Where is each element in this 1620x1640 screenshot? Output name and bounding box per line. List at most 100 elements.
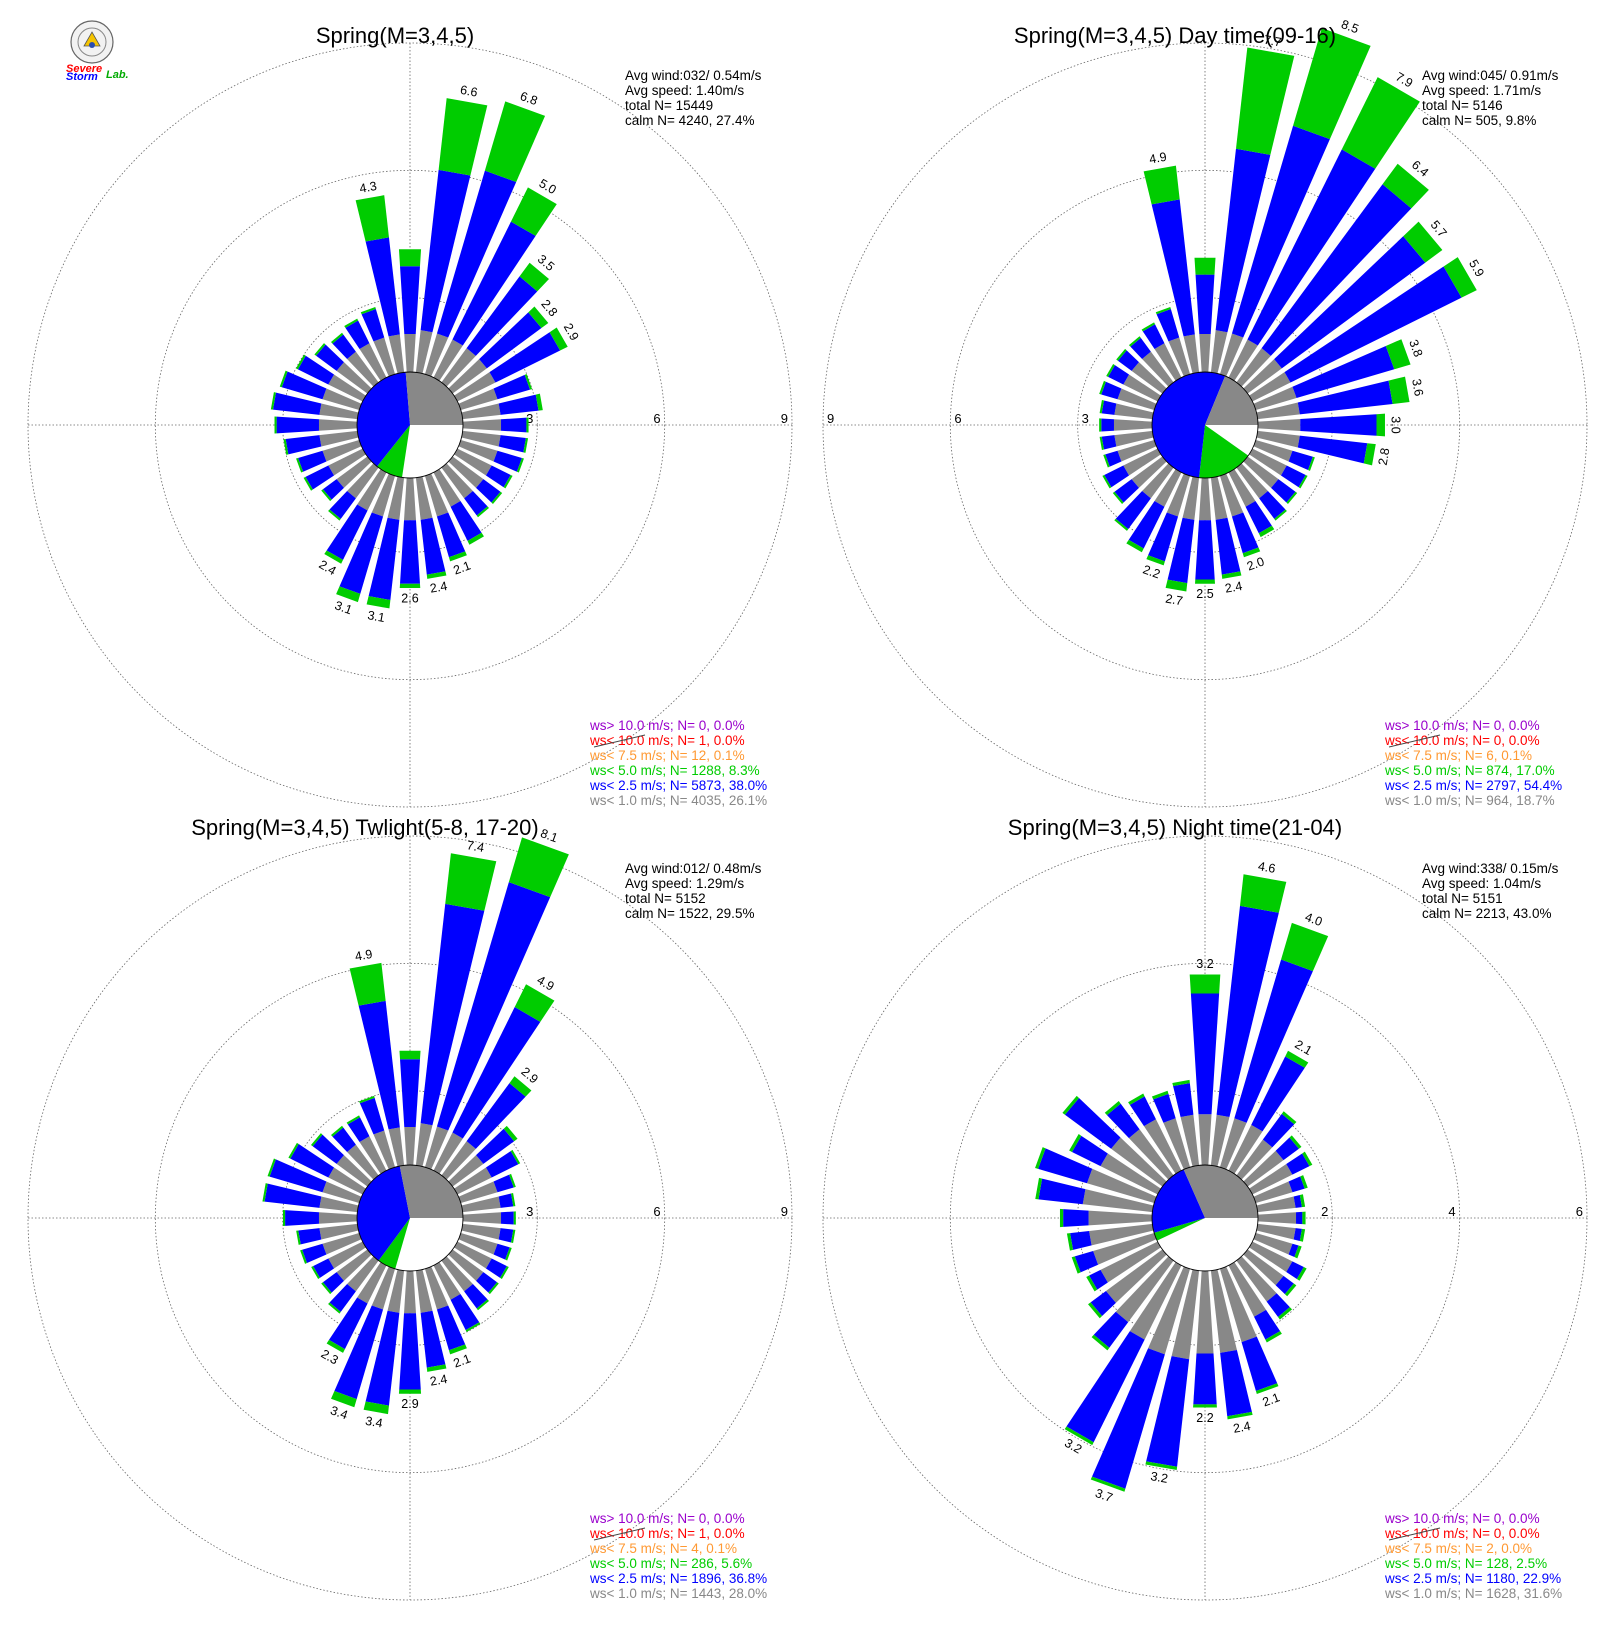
bar-segment-lt25 (276, 416, 319, 434)
direction-bar-160: 2.1 (424, 473, 473, 578)
bar-segment-lt25 (1261, 184, 1412, 356)
stats-line: calm N= 2213, 43.0% (1422, 906, 1551, 921)
bar-value-label: 3.4 (329, 1403, 350, 1422)
direction-bar-340 (1151, 1090, 1191, 1170)
bar-segment-lt1 (1105, 1249, 1167, 1303)
grid-ring (154, 962, 666, 1474)
bar-segment-lt5 (279, 370, 288, 388)
direction-bar-230 (321, 1249, 372, 1295)
direction-bar-290 (1035, 1147, 1157, 1204)
grid-ring (949, 169, 1461, 681)
bar-segment-lt5 (295, 354, 306, 370)
bar-value-label: 7.7 (1263, 33, 1283, 50)
direction-bar-130 (448, 456, 503, 504)
bar-segment-lt5 (509, 1076, 532, 1097)
direction-bar-190: 3.1 (366, 476, 405, 625)
direction-bar-280 (262, 1183, 359, 1213)
direction-bar-310 (1116, 348, 1167, 394)
bar-segment-lt25 (297, 355, 335, 385)
direction-bar-20: 6.8 (424, 89, 546, 377)
bar-segment-lt25 (1245, 500, 1272, 534)
direction-bar-10: 7.7 (1210, 33, 1295, 374)
bar-segment-lt1 (424, 333, 449, 377)
bar-segment-lt1 (461, 403, 501, 420)
bar-segment-lt25 (1274, 236, 1426, 369)
bar-segment-lt1 (1129, 1262, 1182, 1340)
bar-segment-lt5 (267, 1158, 276, 1177)
bar-segment-lt25 (466, 276, 538, 356)
bar-value-label: 8.1 (539, 826, 560, 845)
bar-segment-lt1 (1114, 403, 1154, 420)
bar-segment-lt5 (1235, 47, 1295, 155)
direction-bar-190: 3.2 (1145, 1269, 1200, 1486)
bar-value-label: 2.1 (451, 1351, 472, 1370)
bar-value-label: 4.3 (358, 179, 378, 196)
bar-segment-lt1 (404, 1126, 416, 1166)
bar-segment-lt25 (1038, 1178, 1086, 1205)
bar-segment-lt5 (360, 306, 376, 315)
bar-segment-lt5 (465, 1322, 481, 1333)
legend-entry: ws< 5.0 m/s; N= 286, 5.6% (589, 1556, 752, 1571)
bar-segment-lt5 (1090, 1476, 1126, 1492)
bar-segment-lt25 (264, 1183, 322, 1208)
bar-segment-lt1 (1166, 473, 1191, 517)
bar-segment-lt5 (1035, 1147, 1046, 1169)
bar-segment-lt1 (328, 448, 366, 476)
bar-segment-lt25 (476, 1272, 498, 1293)
bar-value-label: 2.9 (401, 1397, 418, 1411)
bar-segment-lt5 (523, 438, 529, 453)
bar-segment-lt1 (1210, 1114, 1230, 1167)
bar-segment-lt5 (524, 374, 533, 390)
direction-bar-170: 2.4 (415, 1269, 448, 1389)
bar-segment-lt25 (1074, 1250, 1099, 1273)
ring-label: 6 (653, 1204, 660, 1219)
bar-segment-lt1 (1171, 1269, 1200, 1360)
direction-bar-210: 3.2 (1062, 1262, 1182, 1457)
bar-segment-lt1 (1257, 419, 1301, 431)
bar-segment-lt25 (1106, 1103, 1140, 1139)
bar-segment-lt1 (1253, 1232, 1293, 1255)
direction-bar-30: 7.9 (1228, 70, 1420, 381)
direction-bar-80 (1256, 1194, 1306, 1213)
bar-segment-lt25 (1071, 1135, 1108, 1167)
bar-segment-lt1 (371, 473, 396, 517)
bar-segment-lt25 (464, 491, 488, 516)
direction-bar-170: 2.4 (1210, 1269, 1253, 1436)
direction-bar-100 (1256, 1223, 1306, 1242)
direction-bar-80 (461, 1193, 516, 1213)
center-pie-slice (356, 372, 410, 467)
direction-bar-130 (1243, 1249, 1297, 1297)
bar-segment-lt5 (1099, 418, 1102, 432)
bar-segment-lt5 (282, 1210, 286, 1226)
direction-bar-330 (346, 1115, 387, 1174)
bar-segment-lt25 (302, 1243, 327, 1264)
bar-segment-lt25 (322, 479, 344, 500)
bar-segment-lt25 (1064, 1098, 1121, 1149)
bar-segment-lt1 (1236, 463, 1268, 499)
bar-segment-lt5 (505, 1247, 512, 1261)
bar-value-label: 2.4 (1224, 579, 1244, 596)
direction-bar-50 (1243, 1135, 1302, 1187)
bar-segment-lt1 (1243, 1150, 1284, 1187)
direction-bar-180: 2.2 (1193, 1270, 1217, 1425)
bar-segment-lt5 (514, 984, 555, 1022)
center-circle (356, 1164, 464, 1272)
bar-segment-lt1 (1253, 439, 1293, 462)
direction-bar-10: 4.6 (1210, 859, 1287, 1167)
bar-segment-lt25 (285, 435, 322, 455)
bar-segment-lt25 (1101, 381, 1122, 400)
bar-segment-lt1 (1249, 448, 1287, 476)
bar-segment-lt25 (1220, 1349, 1252, 1417)
bar-segment-lt1 (387, 476, 405, 520)
bar-segment-lt1 (1131, 456, 1167, 488)
bar-segment-lt1 (1249, 1164, 1293, 1195)
direction-bar-30: 4.9 (433, 973, 557, 1174)
panel-title: Spring(M=3,4,5) Day time(09-16) (1014, 23, 1336, 48)
bar-segment-lt25 (332, 334, 356, 359)
bar-segment-lt1 (1256, 1196, 1296, 1213)
bar-segment-lt1 (448, 359, 487, 394)
bar-segment-lt1 (433, 1262, 461, 1300)
direction-bar-60 (1249, 1151, 1313, 1195)
bar-segment-lt25 (1288, 1176, 1305, 1193)
direction-bar-130 (1243, 456, 1298, 504)
